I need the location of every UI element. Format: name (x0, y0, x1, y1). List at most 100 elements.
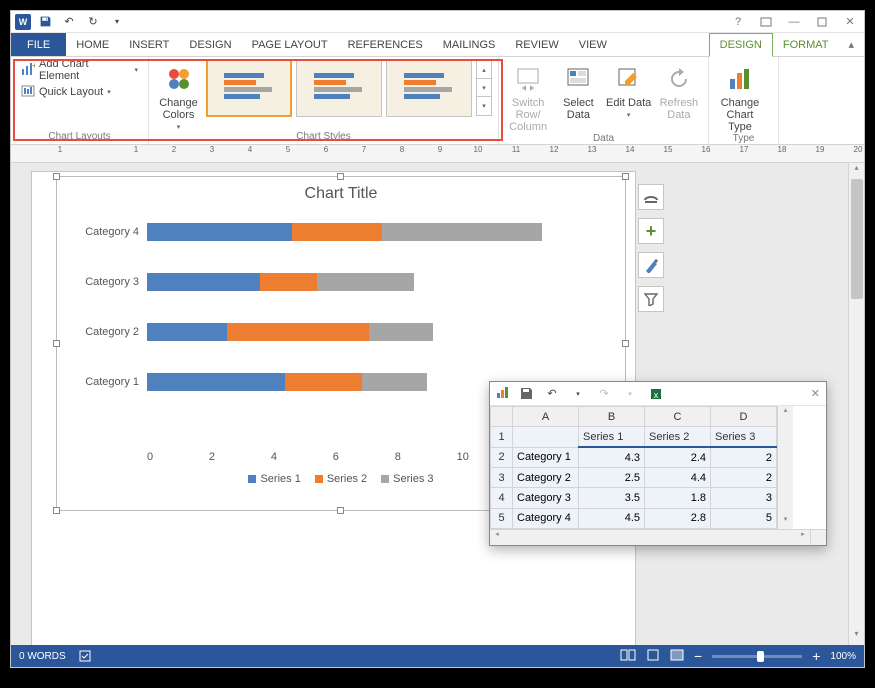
bar-stack[interactable] (147, 373, 427, 391)
bar-segment[interactable] (292, 223, 382, 241)
group-chart-layouts: + Add Chart Element ▾ Quick Layout ▾ Cha… (11, 57, 149, 144)
bar-segment[interactable] (147, 273, 260, 291)
tab-chart-design[interactable]: DESIGN (709, 33, 773, 57)
legend-item[interactable]: Series 2 (315, 473, 367, 485)
legend-item[interactable]: Series 3 (381, 473, 433, 485)
tab-home[interactable]: HOME (66, 33, 119, 56)
group-label-chart-layouts: Chart Layouts (17, 131, 142, 144)
refresh-data-button[interactable]: Refresh Data (656, 59, 702, 121)
layout-options-button[interactable] (638, 184, 664, 210)
tab-page-layout[interactable]: PAGE LAYOUT (242, 33, 338, 56)
quick-access-toolbar: W ↶ ↻ ▾ (15, 13, 127, 31)
datasheet-grid[interactable]: ABCD1Series 1Series 2Series 32Category 1… (490, 406, 826, 529)
bar-segment[interactable] (260, 273, 318, 291)
datasheet-vscroll[interactable]: ▴ ▾ (777, 406, 793, 529)
chart-filters-button[interactable] (638, 286, 664, 312)
group-label-chart-styles: Chart Styles (155, 131, 492, 144)
group-chart-styles: Change Colors ▾ ▴ ▾ ▾ Chart Styles (149, 57, 499, 144)
chart-floating-tools: + (638, 184, 664, 312)
word-app-icon[interactable]: W (15, 14, 31, 30)
bar-segment[interactable] (362, 373, 426, 391)
group-type: Change Chart Type Type (709, 57, 779, 144)
bar-stack[interactable] (147, 273, 414, 291)
view-web-icon[interactable] (670, 649, 684, 664)
zoom-slider[interactable] (712, 655, 802, 658)
tab-review[interactable]: REVIEW (505, 33, 568, 56)
tab-chart-format[interactable]: FORMAT (773, 33, 839, 56)
svg-text:x: x (654, 390, 659, 400)
gallery-more-icon[interactable]: ▾ (477, 97, 491, 115)
change-chart-type-button[interactable]: Change Chart Type (715, 59, 765, 133)
category-label: Category 4 (77, 226, 139, 238)
edit-data-label: Edit Data (606, 97, 651, 109)
close-icon[interactable]: ✕ (840, 15, 860, 29)
qat-customize-icon[interactable]: ▾ (107, 13, 127, 31)
zoom-out-icon[interactable]: − (694, 648, 702, 664)
doc-vscroll[interactable]: ▴ ▾ (848, 163, 864, 645)
gallery-down-icon[interactable]: ▾ (477, 79, 491, 97)
gallery-spinner: ▴ ▾ ▾ (476, 60, 492, 116)
bar-stack[interactable] (147, 323, 433, 341)
maximize-icon[interactable] (812, 15, 832, 29)
ribbon-options-icon[interactable] (756, 15, 776, 29)
bar-segment[interactable] (147, 323, 227, 341)
datasheet-close-icon[interactable]: ✕ (811, 387, 820, 400)
ribbon-collapse-icon[interactable]: ▴ (838, 33, 864, 56)
save-icon[interactable] (35, 13, 55, 31)
view-read-icon[interactable] (620, 649, 636, 664)
undo-icon[interactable]: ↶ (59, 13, 79, 31)
chart-style-2[interactable] (296, 59, 382, 117)
chart-styles-button[interactable] (638, 252, 664, 278)
group-data: Switch Row/ Column Select Data Edit Data… (499, 57, 709, 144)
help-icon[interactable]: ? (728, 15, 748, 29)
svg-text:+: + (32, 62, 35, 70)
tab-insert[interactable]: INSERT (119, 33, 179, 56)
bar-segment[interactable] (382, 223, 543, 241)
datasheet-chart-icon (496, 385, 510, 402)
quick-layout-label: Quick Layout (39, 86, 103, 98)
datasheet-undo-icon[interactable]: ↶ (542, 385, 562, 403)
switch-row-column-button[interactable]: Switch Row/ Column (505, 59, 551, 133)
datasheet-redo-more-icon[interactable]: ▾ (620, 385, 640, 403)
chart-style-1[interactable] (206, 59, 292, 117)
chart-style-3[interactable] (386, 59, 472, 117)
chart-title[interactable]: Chart Title (57, 177, 625, 207)
bar-segment[interactable] (369, 323, 433, 341)
add-chart-element-button[interactable]: + Add Chart Element ▾ (17, 59, 142, 81)
datasheet-hscroll[interactable]: ◂ ▸ (490, 529, 826, 545)
gallery-up-icon[interactable]: ▴ (477, 61, 491, 79)
select-data-button[interactable]: Select Data (555, 59, 601, 121)
datasheet-undo-more-icon[interactable]: ▾ (568, 385, 588, 403)
datasheet-redo-icon[interactable]: ↷ (594, 385, 614, 403)
document-area: Chart Title Category 4Category 3Category… (11, 163, 864, 645)
chart-style-gallery: ▴ ▾ ▾ (206, 59, 492, 117)
view-print-icon[interactable] (646, 649, 660, 664)
datasheet-save-icon[interactable] (516, 385, 536, 403)
bar-stack[interactable] (147, 223, 542, 241)
quick-layout-button[interactable]: Quick Layout ▾ (17, 81, 115, 103)
tab-design[interactable]: DESIGN (179, 33, 241, 56)
edit-data-button[interactable]: Edit Data ▾ (606, 59, 652, 119)
change-colors-icon (163, 63, 195, 95)
horizontal-ruler[interactable]: 11234567891011121314151617181920 (11, 145, 864, 163)
datasheet-excel-icon[interactable]: x (646, 385, 666, 403)
tab-references[interactable]: REFERENCES (338, 33, 433, 56)
minimize-icon[interactable]: — (784, 15, 804, 29)
legend-item[interactable]: Series 1 (248, 473, 300, 485)
change-colors-button[interactable]: Change Colors ▾ (155, 59, 202, 131)
bar-segment[interactable] (285, 373, 362, 391)
zoom-in-icon[interactable]: + (812, 648, 820, 664)
word-count[interactable]: 0 WORDS (19, 651, 66, 662)
chart-elements-button[interactable]: + (638, 218, 664, 244)
spellcheck-icon[interactable] (78, 648, 92, 665)
tab-mailings[interactable]: MAILINGS (433, 33, 506, 56)
bar-segment[interactable] (147, 223, 292, 241)
bar-segment[interactable] (147, 373, 285, 391)
tab-file[interactable]: FILE (11, 33, 66, 56)
tab-view[interactable]: VIEW (569, 33, 617, 56)
chart-datasheet[interactable]: ↶ ▾ ↷ ▾ x ✕ ABCD1Series 1Series 2Series … (489, 381, 827, 546)
redo-icon[interactable]: ↻ (83, 13, 103, 31)
bar-segment[interactable] (317, 273, 413, 291)
bar-segment[interactable] (227, 323, 368, 341)
zoom-level[interactable]: 100% (830, 651, 856, 662)
